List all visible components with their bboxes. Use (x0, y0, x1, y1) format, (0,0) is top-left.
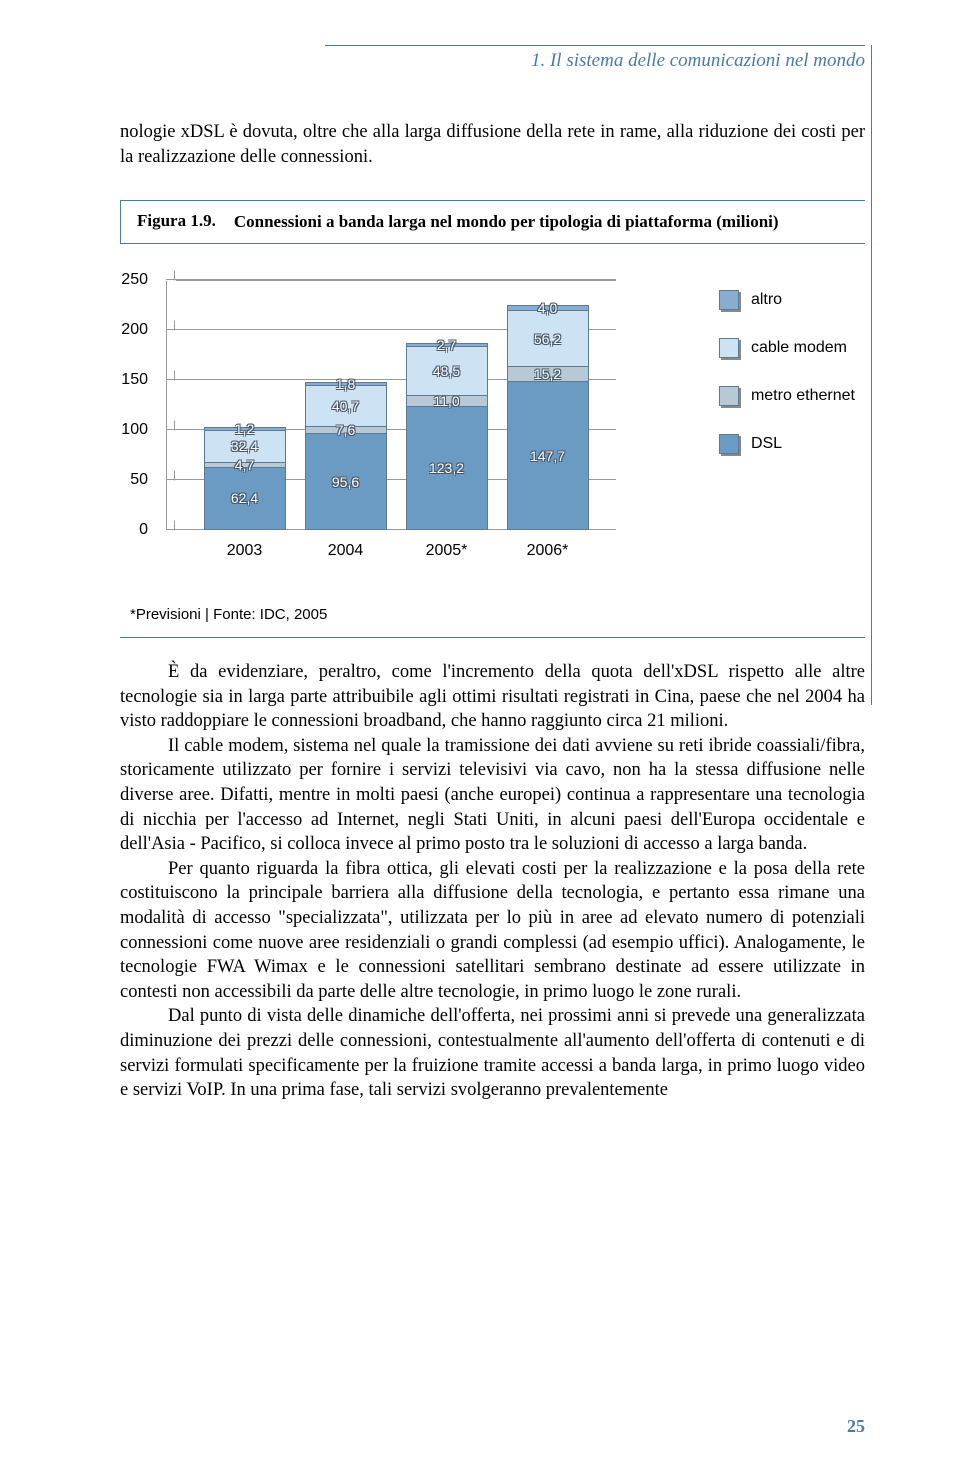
y-tick-label: 250 (121, 271, 148, 289)
section-title: 1. Il sistema delle comunicazioni nel mo… (120, 50, 865, 72)
y-tick-label: 200 (121, 321, 148, 339)
paragraph-2: Il cable modem, sistema nel quale la tra… (120, 734, 865, 857)
gridline: 250 (166, 279, 616, 280)
y-tick-label: 50 (130, 471, 148, 489)
y-tick-label: 0 (139, 521, 148, 539)
paragraph-1: È da evidenziare, peraltro, come l'incre… (120, 660, 865, 734)
header-rule (325, 45, 865, 46)
bar-segment-metro-ethernet: 15,2 (508, 366, 588, 381)
x-tick-label: 2004 (305, 542, 387, 560)
figure-caption-box: Figura 1.9. Connessioni a banda larga ne… (120, 200, 865, 244)
x-tick-label: 2006* (507, 542, 589, 560)
legend-label: DSL (751, 435, 782, 453)
legend-item: DSL (719, 434, 855, 454)
x-tick-label: 2005* (406, 542, 488, 560)
bar: 2,748,511,0123,2 (406, 343, 488, 530)
bar-segment-cable-modem: 56,2 (508, 310, 588, 366)
chart-container: 0 50 100 150 200 250 1,232,44,762,41,840,77,69… (120, 252, 865, 638)
bar: 1,232,44,762,4 (204, 427, 286, 530)
body-text: È da evidenziare, peraltro, come l'incre… (120, 660, 865, 1103)
x-tick-label: 2003 (204, 542, 286, 560)
legend-item: cable modem (719, 338, 855, 358)
bar-segment-metro-ethernet: 7,6 (306, 426, 386, 434)
bar: 4,056,215,2147,7 (507, 305, 589, 530)
legend-swatch (719, 434, 739, 454)
legend-item: metro ethernet (719, 386, 855, 406)
figure-title: Connessioni a banda larga nel mondo per … (234, 211, 779, 233)
intro-paragraph: nologie xDSL è dovuta, oltre che alla la… (120, 120, 865, 170)
paragraph-3: Per quanto riguarda la fibra ottica, gli… (120, 857, 865, 1005)
chart-footnote: *Previsioni | Fonte: IDC, 2005 (130, 606, 855, 623)
page-number: 25 (847, 1416, 865, 1437)
legend-label: cable modem (751, 339, 847, 357)
bar: 1,840,77,695,6 (305, 382, 387, 530)
figure-label: Figura 1.9. (137, 211, 216, 231)
bar-segment-DSL: 123,2 (407, 406, 487, 529)
legend-item: altro (719, 290, 855, 310)
legend-label: altro (751, 291, 782, 309)
vertical-rule (871, 45, 872, 705)
chart-plot-area: 0501001502002501,232,44,762,41,840,77,69… (130, 280, 707, 590)
bar-segment-metro-ethernet: 11,0 (407, 395, 487, 406)
legend-swatch (719, 338, 739, 358)
legend-swatch (719, 386, 739, 406)
bar-segment-DSL: 62,4 (205, 467, 285, 529)
bar-segment-DSL: 147,7 (508, 381, 588, 529)
paragraph-4: Dal punto di vista delle dinamiche dell'… (120, 1004, 865, 1102)
bar-segment-DSL: 95,6 (306, 433, 386, 529)
chart-legend: altro cable modem metro ethernet DSL (719, 280, 855, 482)
legend-swatch (719, 290, 739, 310)
y-tick-label: 150 (121, 371, 148, 389)
bar-segment-cable-modem: 48,5 (407, 346, 487, 395)
y-tick-label: 100 (121, 421, 148, 439)
legend-label: metro ethernet (751, 387, 855, 405)
